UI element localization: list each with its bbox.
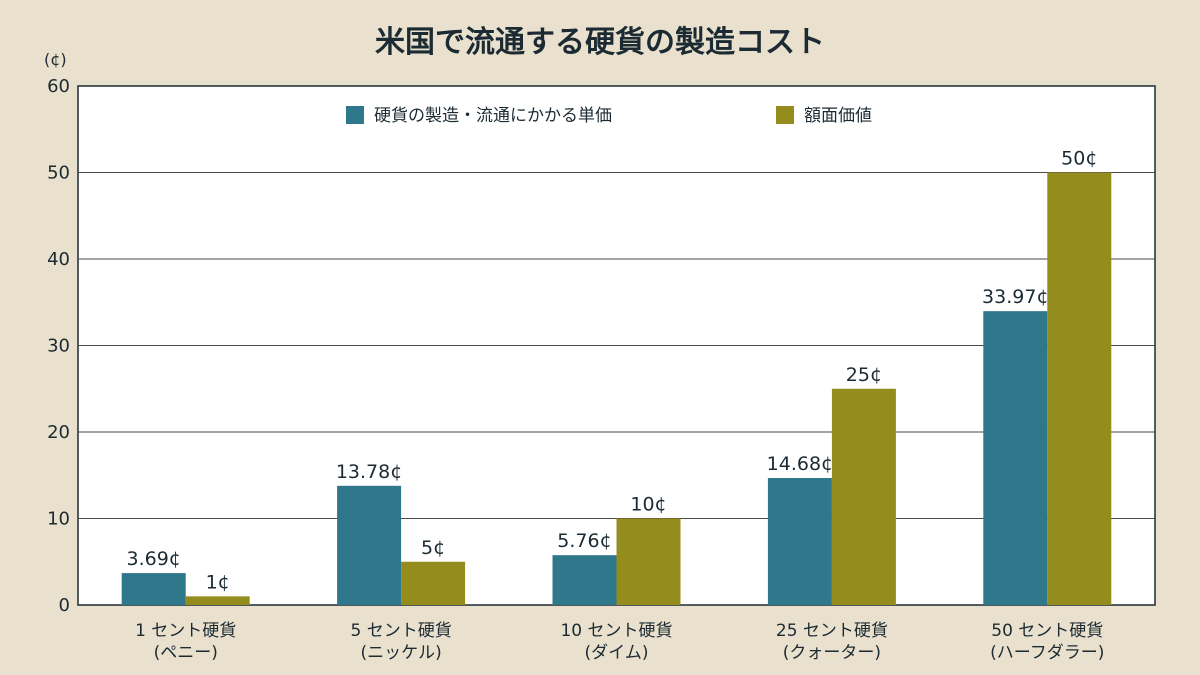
x-tick-label: (ダイム): [585, 643, 649, 663]
x-tick-label: 1 セント硬貨: [135, 621, 236, 641]
legend-swatch: [346, 106, 364, 124]
legend-label: 硬貨の製造・流通にかかる単価: [374, 106, 612, 126]
y-tick-label: 10: [47, 509, 70, 530]
bar: [1047, 172, 1112, 605]
chart-title: 米国で流通する硬貨の製造コスト: [375, 25, 825, 60]
data-label: 1¢: [206, 571, 230, 593]
y-tick-label: 20: [47, 422, 70, 443]
x-tick-label: (クォーター): [783, 643, 881, 663]
x-tick-label: 10 セント硬貨: [560, 621, 672, 641]
x-tick-label: 25 セント硬貨: [776, 621, 888, 641]
x-tick-label: 50 セント硬貨: [991, 621, 1103, 641]
legend-swatch: [776, 106, 794, 124]
data-label: 3.69¢: [126, 548, 180, 570]
x-tick-label: (ハーフダラー): [990, 643, 1104, 663]
data-label: 5¢: [421, 537, 445, 559]
data-label: 33.97¢: [982, 286, 1048, 308]
data-label: 14.68¢: [767, 453, 833, 475]
bar: [401, 561, 466, 605]
y-tick-label: 60: [47, 76, 70, 97]
y-tick-label: 40: [47, 249, 70, 270]
bar: [121, 573, 186, 605]
data-label: 50¢: [1061, 148, 1097, 170]
data-label: 13.78¢: [336, 461, 402, 483]
bar: [337, 485, 402, 605]
data-label: 25¢: [846, 364, 882, 386]
x-tick-label: 5 セント硬貨: [350, 621, 451, 641]
data-label: 10¢: [630, 494, 666, 516]
x-tick-label: (ニッケル): [360, 643, 441, 663]
legend-label: 額面価値: [804, 106, 872, 126]
bar: [552, 555, 617, 605]
x-tick-label: (ペニー): [154, 643, 218, 663]
data-label: 5.76¢: [557, 530, 611, 552]
y-tick-label: 50: [47, 163, 70, 184]
bar: [831, 388, 896, 605]
bar: [983, 311, 1048, 605]
y-tick-label: 0: [59, 595, 70, 616]
y-tick-label: 30: [47, 336, 70, 357]
bar: [767, 478, 832, 605]
bar: [185, 596, 250, 605]
y-axis-unit: (¢): [44, 50, 67, 69]
bar: [616, 518, 681, 605]
